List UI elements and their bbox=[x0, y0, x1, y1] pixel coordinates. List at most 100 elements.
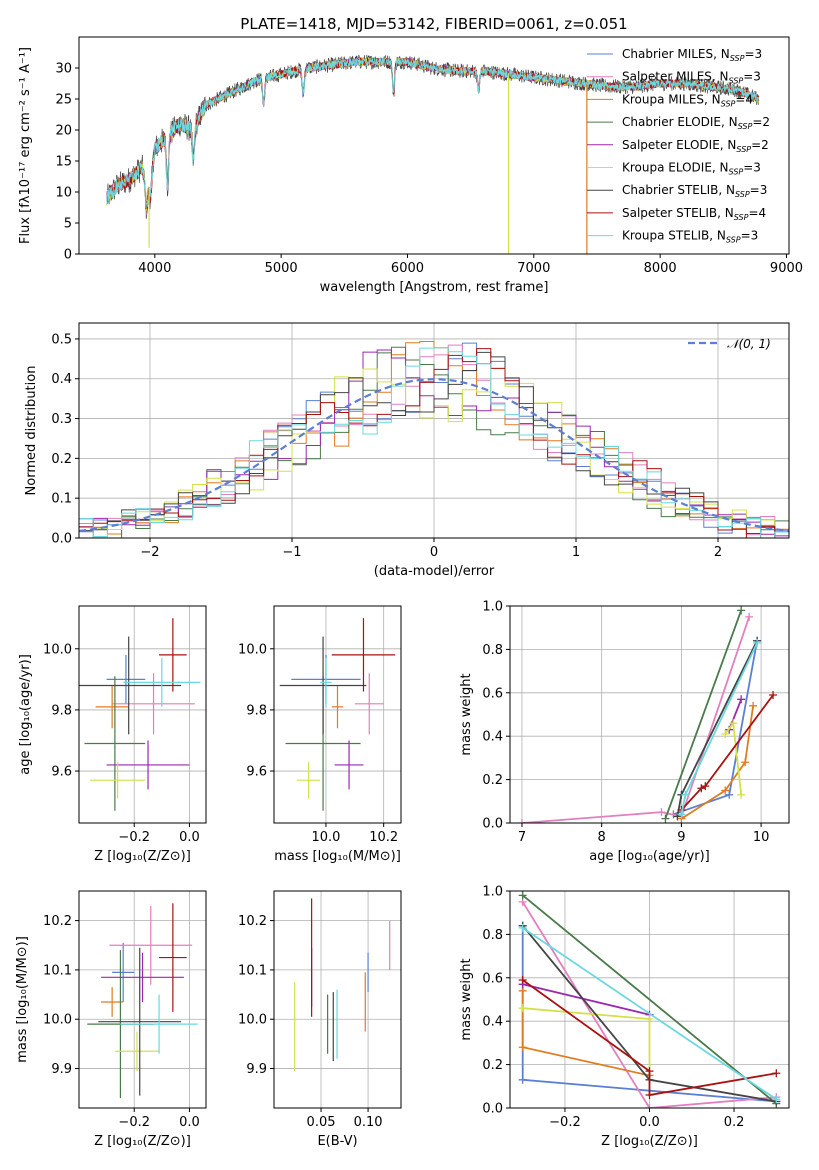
series-point-salpeter-stelib bbox=[645, 1090, 654, 1099]
hist-step-salpeter-stelib bbox=[79, 348, 789, 538]
y-tick-label: 0.6 bbox=[482, 971, 503, 986]
y-tick-label: 15 bbox=[55, 155, 72, 170]
x-axis-label: E(B-V) bbox=[317, 1134, 357, 1149]
y-tick-label: 0.3 bbox=[51, 412, 72, 427]
y-tick-label: 0.6 bbox=[482, 686, 503, 701]
y-axis-label: Normed distribution bbox=[24, 366, 39, 496]
y-axis-label: mass weight bbox=[459, 958, 474, 1040]
series-point-salpeter-elodie bbox=[737, 695, 746, 704]
y-tick-label: 10.0 bbox=[238, 642, 267, 657]
series-point-kroupa-elodie bbox=[645, 1015, 654, 1024]
y-tick-label: 10.0 bbox=[43, 642, 72, 657]
legend-label-chabrier-miles: Chabrier MILES, NSSP=3 bbox=[622, 47, 762, 63]
series-point-kroupa-stelib bbox=[677, 810, 686, 819]
series-point-salpeter-stelib bbox=[645, 1067, 654, 1076]
series-line-kroupa-miles bbox=[680, 705, 754, 820]
x-tick-label: −0.2 bbox=[118, 1115, 150, 1130]
y-axis-label: age [log₁₀(age/yr)] bbox=[18, 654, 33, 775]
x-axis-label: (data-model)/error bbox=[374, 564, 495, 579]
x-axis-label: wavelength [Angstrom, rest frame] bbox=[320, 280, 549, 295]
x-tick-label: 9 bbox=[677, 830, 685, 845]
y-tick-label: 10.2 bbox=[238, 914, 267, 929]
series-point-chabrier-elodie bbox=[661, 814, 670, 823]
y-tick-label: 10.1 bbox=[238, 963, 267, 978]
series-point-kroupa-elodie bbox=[721, 730, 730, 739]
legend-gaussian-label: 𝒩(0, 1) bbox=[727, 337, 771, 351]
y-tick-label: 0.8 bbox=[482, 643, 503, 658]
axes-frame bbox=[509, 605, 790, 824]
hist-step-kroupa-stelib bbox=[79, 347, 789, 538]
y-tick-label: 0.4 bbox=[51, 372, 72, 387]
plot-area bbox=[279, 618, 396, 811]
mass-vs-ebv-panel: 0.05 0.10 9.9 10.0 10.1 10.2 E(B-V) bbox=[238, 890, 402, 1149]
series-point-salpeter-miles bbox=[645, 1104, 654, 1108]
y-tick-label: 1.0 bbox=[482, 600, 503, 615]
series-point-chabrier-miles bbox=[518, 1075, 527, 1084]
x-tick-label: 7 bbox=[518, 830, 526, 845]
x-tick-label: 0.0 bbox=[179, 830, 200, 845]
mass-vs-metallicity-panel: −0.2 0.0 9.9 10.0 10.1 10.2 Z [log₁₀(Z/Z⊙)] mas… bbox=[15, 890, 207, 1149]
plot-area bbox=[79, 341, 789, 538]
legend-label-kroupa-stelib: Kroupa STELIB, NSSP=3 bbox=[622, 229, 758, 245]
axes-frame bbox=[273, 890, 402, 1109]
x-axis-label: Z [log₁₀(Z/Z⊙)] bbox=[601, 1134, 698, 1149]
y-tick-label: 5 bbox=[64, 217, 72, 232]
hist-step-chabrier-stelib bbox=[79, 351, 789, 538]
figure-title: PLATE=1418, MJD=53142, FIBERID=0061, z=0… bbox=[240, 15, 627, 33]
series-point-salpeter-miles bbox=[657, 808, 666, 817]
series-point-kroupa-miles bbox=[518, 1043, 527, 1052]
series-line-kroupa-stelib bbox=[522, 927, 777, 1101]
x-tick-label: 0.10 bbox=[354, 1115, 383, 1130]
plot-area bbox=[87, 903, 198, 1099]
series-point-salpeter-miles bbox=[745, 612, 754, 621]
y-tick-label: 10.0 bbox=[238, 1013, 267, 1028]
y-tick-label: 0.5 bbox=[51, 332, 72, 347]
y-tick-label: 9.8 bbox=[246, 703, 267, 718]
x-tick-label: −0.2 bbox=[118, 830, 150, 845]
series-line-salpeter-stelib bbox=[522, 979, 777, 1097]
gaussian-curve bbox=[79, 378, 789, 533]
y-tick-label: 0.0 bbox=[51, 532, 72, 547]
y-tick-label: 0.0 bbox=[482, 1102, 503, 1117]
plot-area bbox=[517, 606, 778, 823]
series-line-chabrier-elodie bbox=[664, 609, 743, 820]
y-tick-label: 0.8 bbox=[482, 928, 503, 943]
series-point-kroupa-stelib bbox=[681, 790, 690, 799]
x-axis-label: mass [log₁₀(M/M⊙)] bbox=[274, 849, 401, 864]
axes-frame bbox=[78, 605, 207, 824]
y-tick-label: 10.2 bbox=[43, 914, 72, 929]
y-tick-label: 20 bbox=[55, 124, 72, 139]
legend-label-salpeter-elodie: Salpeter ELODIE, NSSP=2 bbox=[622, 138, 769, 154]
series-point-kroupa-miles bbox=[741, 758, 750, 767]
x-tick-label: 8 bbox=[598, 830, 606, 845]
x-tick-label: 10.2 bbox=[369, 830, 398, 845]
y-tick-label: 10 bbox=[55, 186, 72, 201]
plot-area bbox=[294, 898, 391, 1072]
x-tick-label: 5000 bbox=[265, 261, 298, 276]
x-tick-label: 0.0 bbox=[179, 1115, 200, 1130]
y-tick-label: 0.2 bbox=[482, 773, 503, 788]
spectrum-line-kroupa-stelib bbox=[106, 57, 760, 209]
y-axis-label: Flux [fλ10⁻¹⁷ erg cm⁻² s⁻¹ A⁻¹] bbox=[18, 47, 33, 244]
y-tick-label: 1.0 bbox=[482, 885, 503, 900]
age-vs-metallicity-panel: −0.2 0.0 9.6 9.8 10.0 Z [log₁₀(Z/Z⊙)] age [log… bbox=[18, 605, 207, 864]
y-axis-label: mass [log₁₀(M/M⊙)] bbox=[15, 936, 30, 1063]
series-point-salpeter-stelib bbox=[772, 1069, 781, 1078]
x-tick-label: 10 bbox=[753, 830, 770, 845]
y-tick-label: 9.9 bbox=[246, 1062, 267, 1077]
series-line-salpeter-stelib bbox=[680, 694, 774, 811]
plot-area bbox=[106, 54, 760, 254]
x-tick-label: 2 bbox=[714, 545, 722, 560]
y-tick-label: 9.8 bbox=[51, 703, 72, 718]
series-point-salpeter-stelib bbox=[701, 782, 710, 791]
series-point-salpeter-stelib bbox=[518, 975, 527, 984]
axes-frame bbox=[509, 890, 790, 1109]
y-tick-label: 0.1 bbox=[51, 492, 72, 507]
x-tick-label: 6000 bbox=[391, 261, 424, 276]
axes-frame bbox=[273, 605, 402, 824]
mass-weight-vs-age-panel: 7 8 9 10 0.0 0.2 0.4 0.6 0.8 1.0 age [log₁₀(age/yr… bbox=[459, 600, 790, 864]
spectrum-panel: 4000 5000 6000 7000 8000 9000 0 5 10 15 20 25 30 wave… bbox=[18, 36, 803, 295]
plot-area bbox=[79, 618, 201, 811]
x-tick-label: −1 bbox=[282, 545, 301, 560]
